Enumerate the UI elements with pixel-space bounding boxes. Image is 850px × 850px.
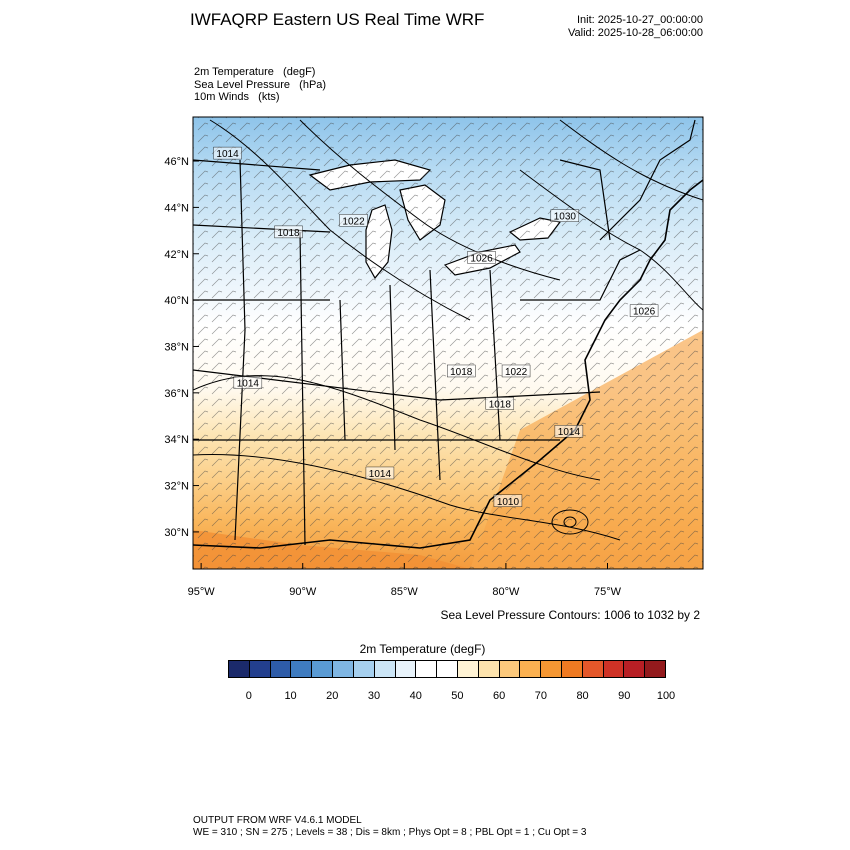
field-winds: 10m Winds (kts)	[194, 91, 280, 103]
colorbar-bin	[603, 661, 625, 677]
colorbar-bin	[582, 661, 604, 677]
isobar-label: 1010	[497, 497, 520, 508]
colorbar-bin	[353, 661, 375, 677]
init-time: Init: 2025-10-27_00:00:00	[577, 14, 703, 26]
isobar-label-box	[467, 251, 496, 264]
isobar-label: 1018	[450, 367, 473, 378]
isobar-label-box	[485, 397, 515, 410]
lat-tick-label: 46°N	[164, 156, 189, 168]
lat-tick-label: 32°N	[164, 481, 189, 493]
isobar-label-box	[274, 225, 303, 239]
colorbar-bin	[333, 661, 354, 677]
colorbar-label: 40	[409, 690, 422, 702]
isobar-label: 1026	[633, 307, 656, 318]
colorbar-bin	[499, 661, 521, 677]
field-list: 2m Temperature (degF) Sea Level Pressure…	[194, 66, 326, 104]
colorbar-label: 20	[326, 690, 339, 702]
lat-tick-label: 44°N	[164, 202, 189, 214]
colorbar-labels: 0 10 20 30 40 50 60 70 80 90 100	[228, 690, 675, 704]
colorbar-label: 100	[656, 690, 676, 702]
colorbar-label: 70	[534, 690, 547, 702]
lat-tick-label: 38°N	[164, 341, 189, 353]
colorbar-bin	[520, 661, 542, 677]
longitude-axis: 95°W 90°W 85°W 80°W 75°W	[188, 563, 622, 598]
colorbar-label: 60	[493, 690, 506, 702]
colorbar-bin	[291, 661, 313, 677]
isobar-label-box	[550, 209, 580, 222]
isobar-label: 1022	[342, 216, 365, 227]
isobar-label-box	[233, 376, 263, 389]
colorbar-label: 10	[284, 690, 297, 702]
lat-tick-label: 30°N	[164, 527, 189, 539]
lon-tick-label: 85°W	[391, 586, 419, 598]
colorbar-bin	[374, 661, 396, 677]
lon-tick-label: 80°W	[492, 586, 520, 598]
colorbar-bin	[624, 661, 646, 677]
state-boundaries	[193, 119, 696, 546]
lat-tick-label: 36°N	[164, 388, 189, 400]
isobar-label: 1014	[216, 149, 239, 160]
isobar-label: 1022	[505, 367, 528, 378]
isobar-labels: 1014 1018 1022 1026 1030 1026 1018 1022 1014 1018…	[213, 146, 659, 508]
isobar-label-box	[213, 146, 242, 160]
isobar-label-box	[554, 425, 584, 438]
lat-tick-label: 42°N	[164, 249, 189, 261]
wind-barbs	[193, 117, 703, 569]
isobar-label-box	[501, 364, 531, 378]
isobar-label-box	[493, 494, 523, 507]
colorbar-bin	[457, 661, 479, 677]
colorbar-bin	[312, 661, 334, 677]
colorbar-label: 50	[451, 690, 464, 702]
map-frame	[192, 116, 704, 570]
model-version: OUTPUT FROM WRF V4.6.1 MODEL	[193, 815, 362, 826]
colorbar-label: 80	[576, 690, 589, 702]
colorbar-bin	[270, 661, 292, 677]
valid-time: Valid: 2025-10-28_06:00:00	[568, 27, 703, 39]
lat-tick-label: 34°N	[164, 434, 189, 446]
colorbar	[228, 660, 666, 678]
lon-tick-label: 90°W	[289, 586, 317, 598]
lat-tick-label: 40°N	[164, 295, 189, 307]
isobar-label-box	[365, 466, 395, 480]
colorbar-bin	[645, 661, 666, 677]
coastline	[193, 179, 703, 549]
contour-note: Sea Level Pressure Contours: 1006 to 103…	[440, 608, 701, 622]
colorbar-bin	[416, 661, 438, 677]
field-pressure: Sea Level Pressure (hPa)	[194, 78, 327, 91]
colorbar-bin	[562, 661, 583, 677]
run-times: Init: 2025-10-27_00:00:00 Valid: 2025-10…	[520, 14, 703, 40]
isobars	[193, 119, 703, 541]
isobar-label: 1014	[369, 469, 392, 480]
lon-tick-label: 95°W	[188, 586, 216, 598]
lon-tick-label: 75°W	[594, 586, 622, 598]
colorbar-bin	[478, 661, 500, 677]
colorbar-label: 30	[367, 690, 381, 702]
map-field: 1014 1018 1022 1026 1030 1026 1018 1022 1014 1018…	[193, 117, 703, 569]
colorbar-bin	[229, 661, 250, 677]
isobar-label: 1014	[558, 427, 581, 438]
model-config: WE = 310 ; SN = 275 ; Levels = 38 ; Dis …	[193, 827, 587, 838]
colorbar-label: 90	[618, 690, 631, 702]
isobar-label: 1026	[470, 253, 493, 264]
colorbar-bin	[395, 661, 417, 677]
isobar-label: 1018	[277, 228, 300, 239]
isobar-label-box	[447, 364, 476, 378]
isobar-label: 1030	[554, 212, 577, 223]
field-temperature: 2m Temperature (degF)	[194, 66, 316, 78]
colorbar-label: 0	[245, 690, 252, 702]
isobar-label-box	[629, 304, 659, 317]
colorbar-title: 2m Temperature (degF)	[359, 642, 486, 656]
isobar-label: 1014	[237, 379, 260, 390]
isobar-label-box	[339, 214, 368, 227]
colorbar-bin	[249, 661, 271, 677]
latitude-axis: 46°N 44°N 42°N 40°N 38°N 36°N 34°N 32°N 30°N	[164, 156, 199, 539]
model-info: OUTPUT FROM WRF V4.6.1 MODEL WE = 310 ; …	[193, 815, 586, 839]
isobar-label: 1018	[489, 399, 512, 410]
colorbar-bin	[541, 661, 562, 677]
map-title: IWFAQRP Eastern US Real Time WRF	[190, 10, 485, 29]
colorbar-bin	[437, 661, 458, 677]
